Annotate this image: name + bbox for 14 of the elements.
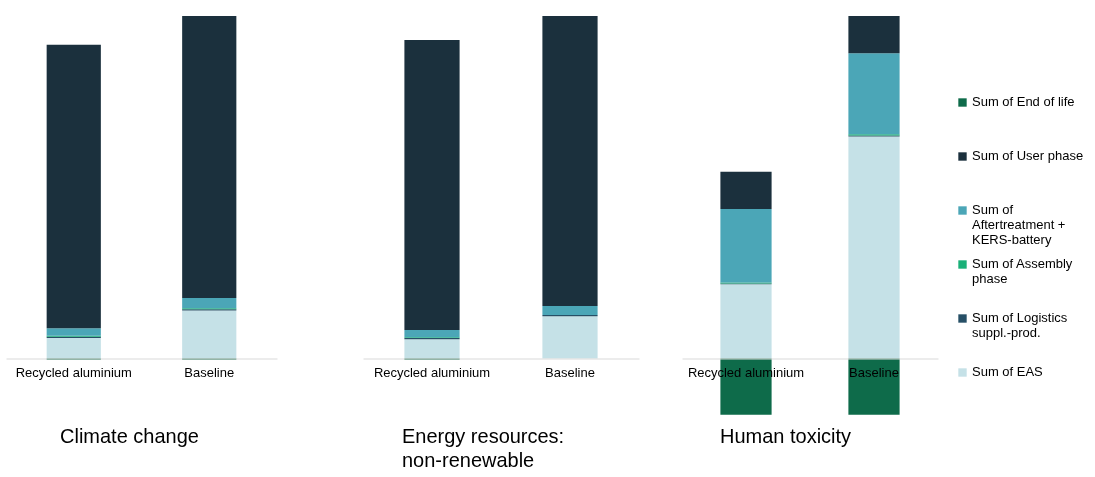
legend-label: Sum of Logistics suppl.-prod.: [972, 310, 1068, 341]
text: Energy resources: non-renewable: [402, 424, 565, 471]
legend-label: Sum of Aftertreatment + KERS-battery: [972, 202, 1066, 248]
x-tick-label: Baseline: [545, 365, 595, 380]
x-tick-label: Baseline: [849, 365, 899, 380]
legend-label: Sum of EAS: [972, 364, 1044, 380]
legend-label: Sum of Assembly phase: [972, 256, 1073, 287]
x-tick-label: Recycled aluminium: [373, 365, 491, 380]
x-tick-label: Baseline: [184, 365, 235, 380]
text: Climate change: [60, 424, 199, 447]
legend-label: Sum of User phase: [972, 148, 1084, 164]
x-tick-label: Recycled aluminium: [15, 365, 132, 380]
legend-label: Sum of End of life: [972, 94, 1075, 110]
text: Human toxicity: [720, 424, 852, 447]
